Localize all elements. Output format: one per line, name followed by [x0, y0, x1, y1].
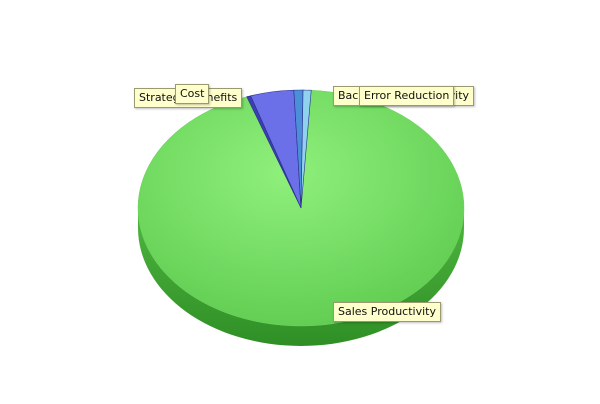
label-error-reduction: Error Reduction — [359, 86, 455, 106]
pie-slice-sales-productivity — [137, 89, 465, 327]
label-sales-productivity: Sales Productivity — [333, 302, 441, 322]
pie-slices-layer — [137, 89, 465, 327]
pie-slice-error-reduction — [300, 89, 312, 209]
label-cost: Cost — [175, 84, 210, 104]
